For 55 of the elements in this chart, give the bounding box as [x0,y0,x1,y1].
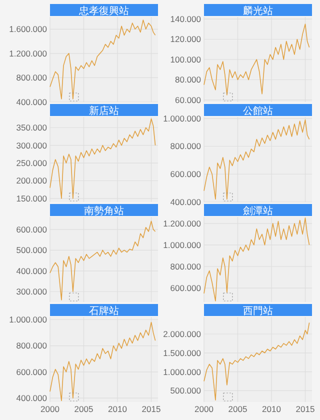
y-tick-label: 1.000.000 [163,240,202,250]
y-tick-label: 100.000 [170,54,202,64]
y-tick-label: 400.000 [16,96,48,107]
y-tick-label: 200.000 [16,176,48,186]
y-tick-label: 400.000 [170,196,202,207]
chart-title: 新店站 [89,105,119,117]
line-series [204,218,310,302]
y-tick-label: 60.000 [175,94,202,105]
y-tick-label: 500.000 [16,245,48,256]
chart-title: 劍潭站 [243,205,273,217]
chart-title: 石牌站 [89,305,119,317]
y-tick-label: 500.000 [170,386,202,396]
y-tick-label: 1.200.000 [163,218,202,228]
y-tick-label: 80.000 [175,74,202,85]
line-series [50,220,156,300]
y-tick-label: 300.000 [16,140,48,150]
x-tick-label: 2000 [40,404,60,414]
y-tick-label: 800.000 [170,141,202,152]
y-tick-label: 800.000 [16,340,48,351]
y-tick-label: 140.000 [170,14,202,24]
x-tick-label: 2015 [296,404,315,414]
y-tick-label: 600.000 [16,366,48,377]
y-tick-label: 2.000.000 [163,328,202,339]
y-tick-label: 400.000 [16,266,48,276]
line-series [204,119,310,200]
chart-title: 西門站 [243,305,273,317]
y-tick-label: 350.000 [16,122,48,133]
y-tick-label: 600.000 [16,224,48,234]
x-tick-label: 2010 [108,404,128,414]
y-tick-label: 250.000 [16,158,48,168]
chart-title: 南勢角站 [84,205,124,217]
y-tick-label: 1.000.000 [163,366,202,377]
y-tick-label: 1.500.000 [163,348,202,358]
y-tick-label: 400.000 [16,393,48,404]
x-tick-label: 2005 [228,404,248,414]
y-tick-label: 800.000 [16,72,48,83]
y-tick-label: 150.000 [16,193,48,204]
y-tick-label: 600.000 [170,169,202,180]
x-tick-label: 2005 [74,404,94,414]
x-tick-label: 2010 [262,404,282,414]
chart-title: 忠孝復興站 [78,5,129,17]
chart-title: 公館站 [243,105,273,117]
y-tick-label: 800.000 [170,261,202,272]
y-tick-label: 600.000 [170,282,202,293]
x-tick-label: 2000 [194,404,214,414]
y-tick-label: 120.000 [170,34,202,44]
x-tick-label: 2015 [142,404,161,414]
line-series [204,322,310,401]
line-series [50,322,156,402]
y-tick-label: 1.000.000 [9,314,48,325]
chart-title: 麟光站 [243,5,273,17]
y-tick-label: 300.000 [16,286,48,297]
y-tick-label: 1.000.000 [163,113,202,124]
y-tick-label: 1.200.000 [9,48,48,58]
y-tick-label: 1.600.000 [9,24,48,34]
